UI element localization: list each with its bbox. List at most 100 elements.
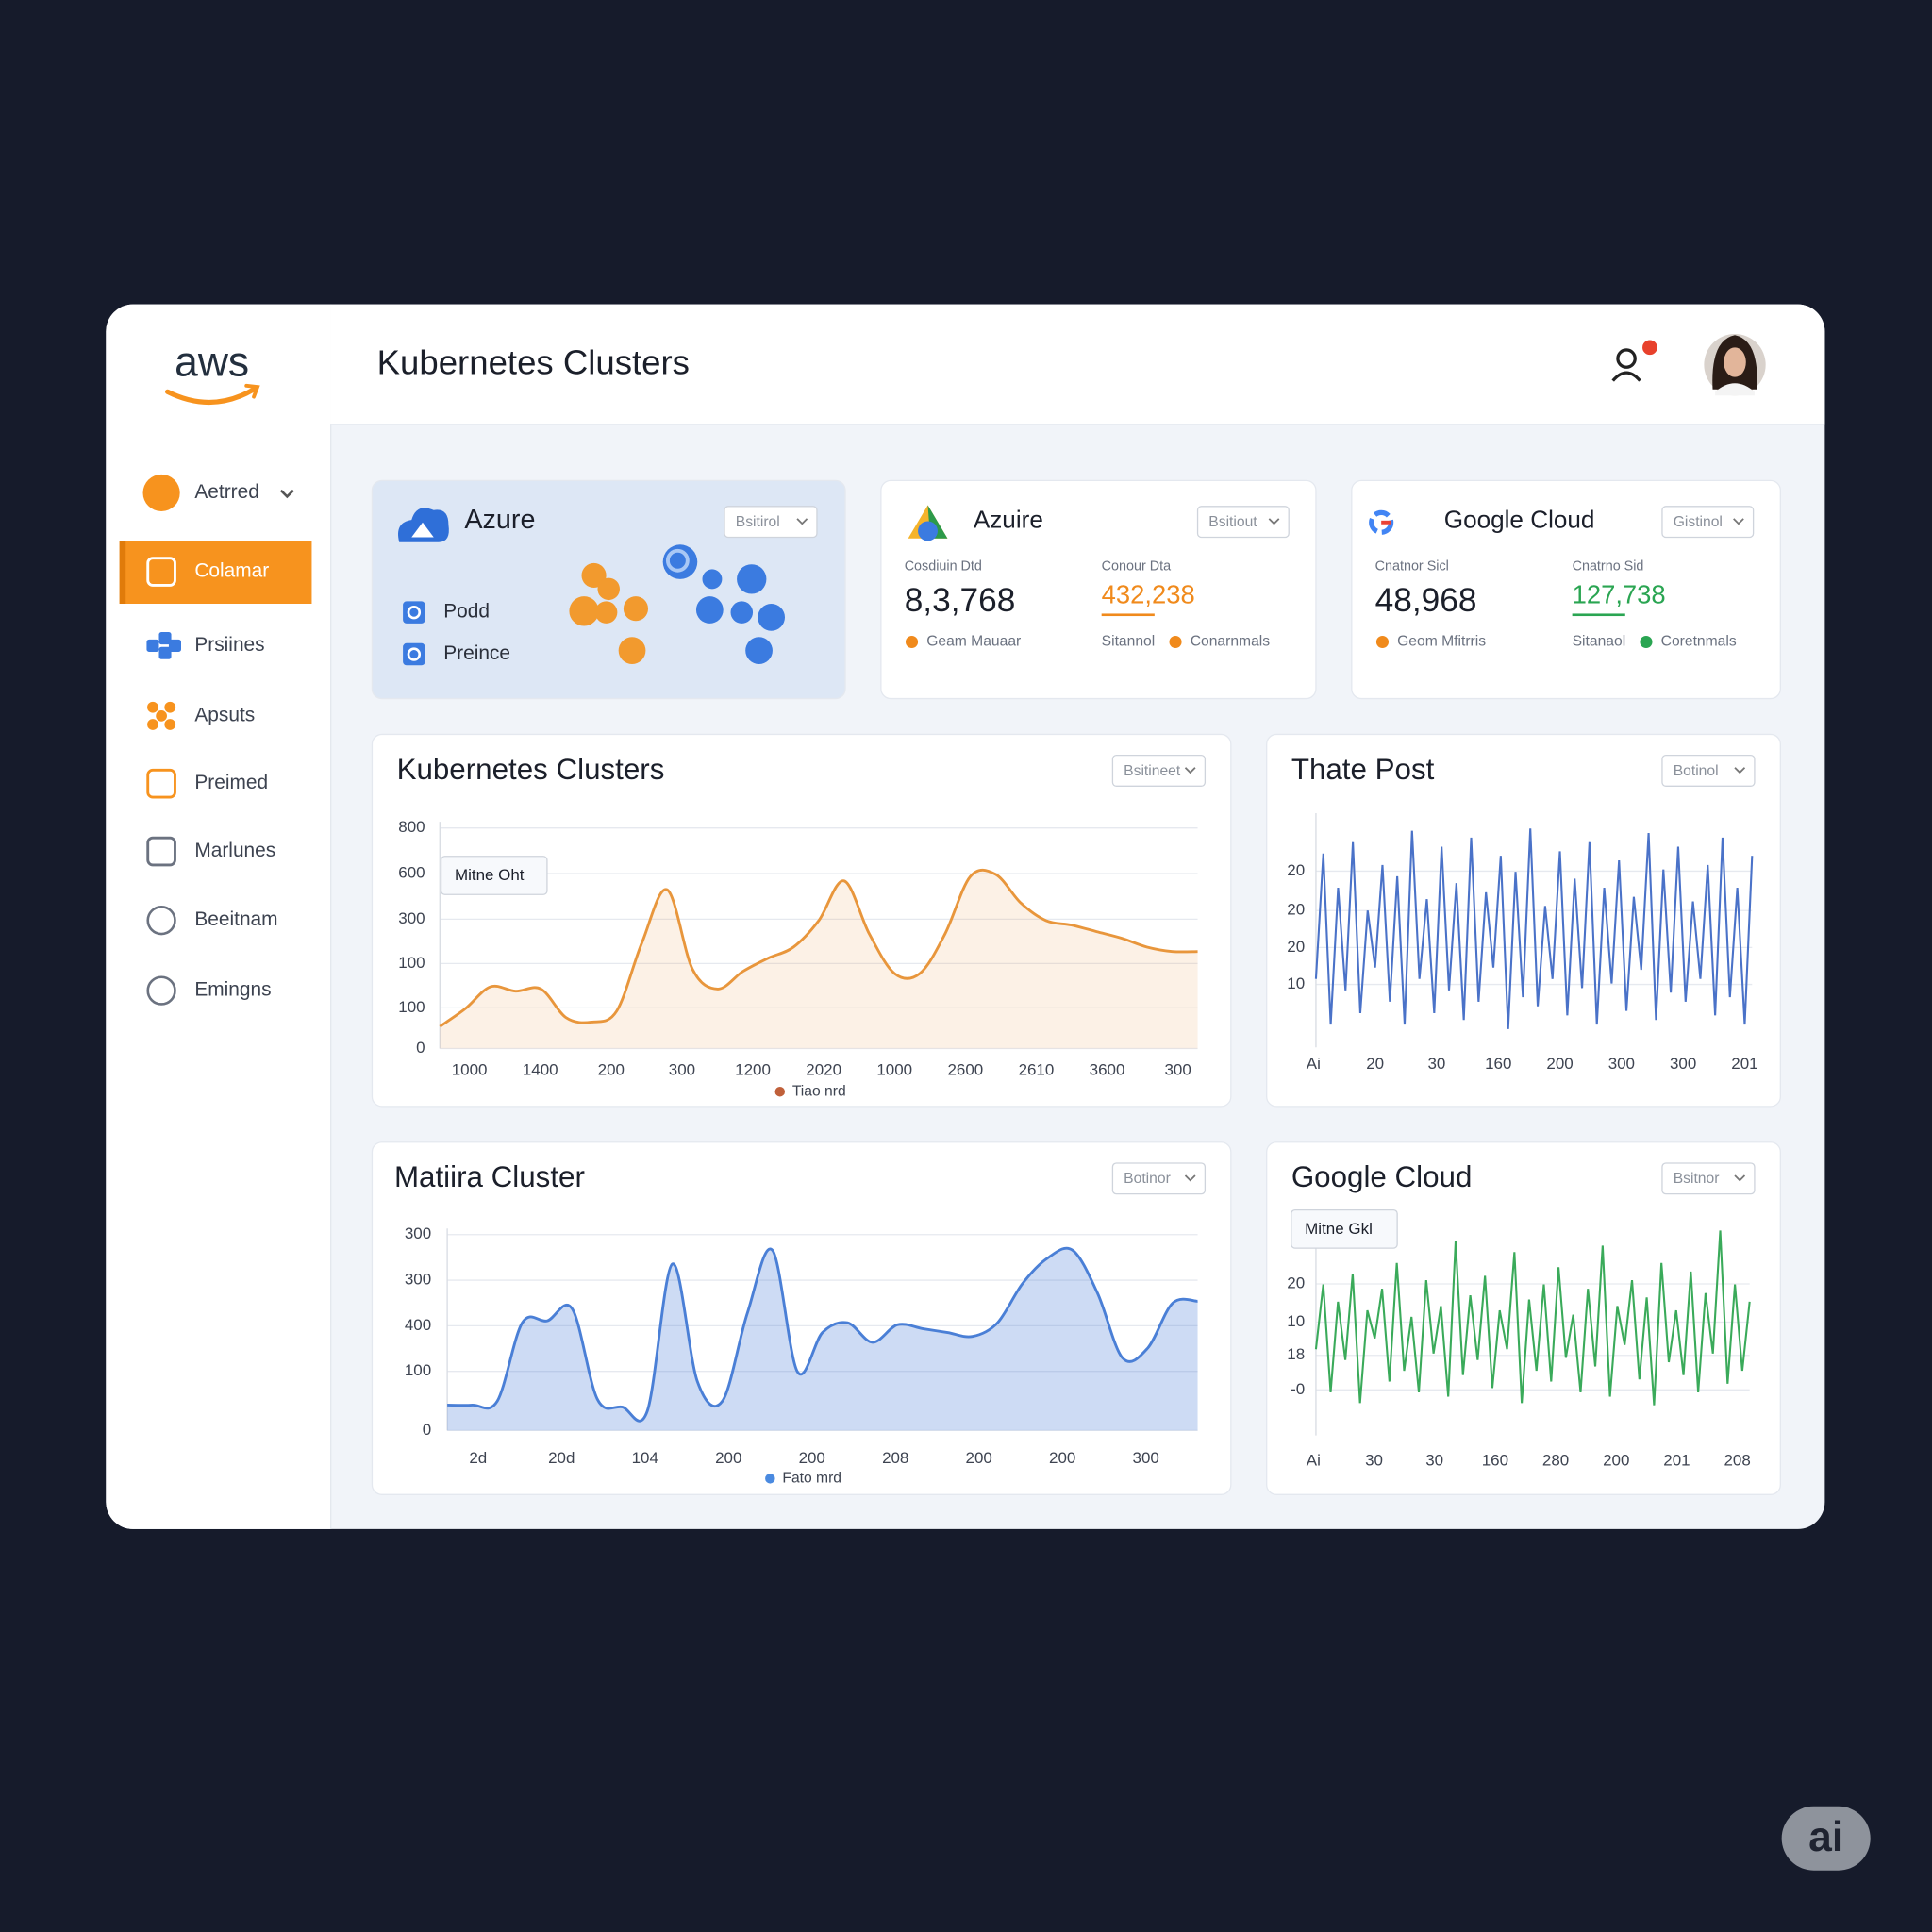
nav-item[interactable]: Aetrred <box>142 474 294 512</box>
nav-item[interactable]: Colamar <box>119 541 312 604</box>
notification-dot <box>1642 340 1657 356</box>
metric-value: 127,738 <box>1573 579 1666 608</box>
metric-value: 48,968 <box>1375 582 1477 619</box>
dropdown[interactable]: Gistinol <box>1661 506 1755 539</box>
dropdown[interactable]: Bsitineet <box>1111 754 1207 787</box>
y-tick-label: 20 <box>1287 861 1305 879</box>
cluster-node <box>745 637 773 664</box>
nav-item[interactable]: Emingns <box>146 975 272 1006</box>
metric-label: Cnatnor Sicl <box>1375 559 1449 575</box>
dropdown[interactable]: Bsitirol <box>724 506 818 539</box>
legend-label: Conarnmals <box>1191 634 1271 650</box>
nav-label: Apsuts <box>194 704 255 725</box>
nav-icon <box>142 474 180 512</box>
nav-icon <box>146 975 176 1006</box>
x-tick-label: 1000 <box>452 1061 488 1079</box>
x-tick-label: 160 <box>1482 1452 1508 1470</box>
cluster-node-ring <box>665 548 690 573</box>
y-tick-label: 10 <box>1287 1312 1305 1330</box>
metric-value: 432,238 <box>1102 579 1195 608</box>
x-tick-label: 2d <box>469 1449 487 1467</box>
x-tick-label: 200 <box>1546 1055 1573 1073</box>
nav-icon <box>146 557 176 587</box>
chart-card <box>371 733 1232 1108</box>
dropdown[interactable]: Bsitnor <box>1661 1162 1756 1195</box>
nav-label: Colamar <box>194 560 269 582</box>
y-tick-label: 300 <box>405 1271 431 1289</box>
dropdown-chevron <box>1733 518 1744 525</box>
dropdown-label: Botinol <box>1674 763 1719 779</box>
card-item: Podd <box>443 601 490 623</box>
cluster-node <box>618 637 646 664</box>
dropdown-box <box>1196 506 1290 539</box>
legend-dot <box>1640 635 1653 649</box>
y-tick-label: 0 <box>416 1039 425 1057</box>
y-tick-label: 10 <box>1287 974 1305 992</box>
nav-item[interactable]: Apsuts <box>147 701 255 730</box>
spike-line <box>1314 828 1754 1029</box>
nav-item[interactable]: Prsiines <box>146 632 265 659</box>
nav-icon <box>147 701 158 713</box>
line <box>439 868 1198 1028</box>
nav-label: Aetrred <box>194 481 258 503</box>
nav-icon <box>146 836 176 867</box>
x-tick-label: 300 <box>1670 1055 1696 1073</box>
card-title: Azure <box>464 505 535 535</box>
cluster-node <box>581 562 607 589</box>
dropdown[interactable]: Bsitiout <box>1196 506 1290 539</box>
dropdown-label: Bsitiout <box>1208 514 1257 530</box>
metric-label: Cnatrno Sid <box>1573 559 1644 575</box>
header <box>330 304 1825 425</box>
dropdown[interactable]: Botinol <box>1661 754 1756 787</box>
x-tick-label: 2020 <box>806 1061 841 1079</box>
nav-item[interactable]: Marlunes <box>146 836 275 867</box>
y-tick-label: 300 <box>405 1224 431 1242</box>
y-tick-label: 20 <box>1287 1274 1305 1291</box>
x-tick-label: 1400 <box>523 1061 558 1079</box>
metric-underline <box>1101 613 1155 617</box>
user-icon-body <box>1611 371 1641 382</box>
logo: aws <box>175 339 249 385</box>
line <box>447 1246 1198 1423</box>
x-tick-label: 200 <box>799 1449 825 1467</box>
card-title: Google Cloud <box>1444 505 1595 533</box>
avatar[interactable] <box>1704 333 1766 396</box>
nav-label: Emingns <box>194 979 271 1001</box>
x-tick-label: 208 <box>882 1449 908 1467</box>
dropdown-label: Bsitnor <box>1674 1171 1720 1187</box>
nav-item[interactable]: Beeitnam <box>146 905 278 936</box>
x-tick-label: 30 <box>1427 1055 1445 1073</box>
item-icon-mark <box>407 647 422 661</box>
spike-line <box>1314 1230 1751 1406</box>
nav-active-bar <box>119 541 126 604</box>
legend-dot <box>1169 635 1182 649</box>
legend-label: Geom Mfitrris <box>1397 634 1486 650</box>
cluster-node <box>597 577 620 601</box>
nav-icon <box>158 632 172 645</box>
dropdown-chevron <box>1734 767 1746 774</box>
dropdown-chevron <box>796 518 808 525</box>
x-tick-label: 300 <box>1164 1061 1191 1079</box>
chart-title: Kubernetes Clusters <box>397 753 665 786</box>
x-tick-label: Ai <box>1307 1452 1321 1470</box>
nav-label: Preimed <box>194 772 268 793</box>
legend-dot <box>774 1086 785 1097</box>
item-icon-mark <box>407 605 422 620</box>
x-tick-label: 3600 <box>1090 1061 1125 1079</box>
legend-label: Coretnmals <box>1661 634 1737 650</box>
canvas: aws Kubernetes Clusters ai Aetrred Colama… <box>106 304 1871 1871</box>
x-tick-label: 300 <box>1608 1055 1635 1073</box>
legend-label: Tiao nrd <box>792 1083 846 1099</box>
notification-button[interactable] <box>1611 340 1657 382</box>
chart-card <box>1266 733 1781 1108</box>
cluster-node <box>737 564 767 594</box>
nav-icon <box>164 701 176 713</box>
dropdown-label: Botinor <box>1124 1171 1171 1187</box>
legend-dot <box>765 1474 775 1484</box>
dropdown[interactable]: Botinor <box>1111 1162 1207 1195</box>
x-tick-label: 200 <box>598 1061 625 1079</box>
nav-item[interactable]: Preimed <box>146 768 268 799</box>
chart-card <box>371 1141 1232 1495</box>
area-fill <box>447 1248 1198 1431</box>
nav-active-bg <box>119 541 312 604</box>
